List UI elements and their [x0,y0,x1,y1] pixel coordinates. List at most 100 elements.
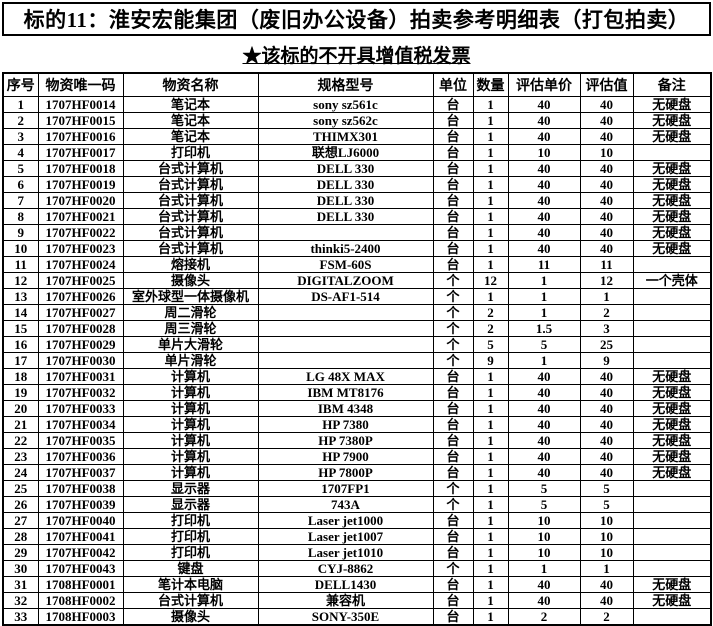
table-cell: DIGITALZOOM [257,272,434,289]
table-row: 19 1707HF0032 计算机 IBM MT8176 台 1 40 40 无硬盘 [2,384,712,401]
table-cell: 11 [579,256,634,273]
column-header: 评估单价 [507,72,581,97]
table-row: 4 1707HF0017 打印机 联想LJ6000 台 1 10 10 [2,144,712,161]
table-cell: 台 [432,448,474,465]
table-cell: 打印机 [122,544,259,561]
table-cell: 1707HF0022 [37,224,124,241]
table-row: 6 1707HF0019 台式计算机 DELL 330 台 1 40 40 无硬盘 [2,176,712,193]
table-cell: 1707HF0037 [37,464,124,481]
table-cell: DELL 330 [257,192,434,209]
table-cell: 40 [507,400,581,417]
table-cell: 台 [432,400,474,417]
table-cell: 台式计算机 [122,192,259,209]
table-cell: 5 [579,480,634,497]
table-cell: 3 [579,320,634,337]
table-cell: 1707HF0021 [37,208,124,225]
table-cell: 无硬盘 [632,112,712,129]
table-cell: 40 [507,224,581,241]
table-cell: 1 [472,448,509,465]
table-row: 7 1707HF0020 台式计算机 DELL 330 台 1 40 40 无硬盘 [2,192,712,209]
table-row: 28 1707HF0041 打印机 Laser jet1007 台 1 10 10 [2,528,712,545]
table-cell: 6 [2,176,39,193]
table-cell: 1707HF0039 [37,496,124,513]
title-box: 标的11：淮安宏能集团（废旧办公设备）拍卖参考明细表（打包拍卖） [2,2,711,36]
table-cell: 5 [579,496,634,513]
table-cell [632,144,712,161]
table-cell: 笔记本 [122,96,259,113]
table-cell: 15 [2,320,39,337]
table-row: 23 1707HF0036 计算机 HP 7900 台 1 40 40 无硬盘 [2,448,712,465]
table-cell: 10 [579,144,634,161]
table-cell: 22 [2,432,39,449]
table-cell: 5 [507,336,581,353]
table-cell: 台 [432,608,474,626]
table-cell: 台式计算机 [122,240,259,257]
table-cell: 无硬盘 [632,208,712,225]
table-cell: 1707HF0015 [37,112,124,129]
table-cell: 1707FP1 [257,480,434,497]
table-cell: 无硬盘 [632,448,712,465]
table-cell: 40 [507,112,581,129]
table-cell: 40 [507,240,581,257]
table-cell: 台 [432,176,474,193]
table-cell: 12 [472,272,509,289]
table-cell: 33 [2,608,39,626]
table-cell: 无硬盘 [632,400,712,417]
table-cell: 40 [579,432,634,449]
table-cell [257,336,434,353]
table-cell: 台 [432,368,474,385]
table-cell: 12 [579,272,634,289]
table-cell: 40 [507,208,581,225]
table-cell: 1 [472,496,509,513]
table-cell: 1 [472,464,509,481]
table-cell: 2 [579,304,634,321]
table-cell [632,560,712,577]
table-cell: 28 [2,528,39,545]
table-cell: THIMX301 [257,128,434,145]
table-cell: 10 [507,544,581,561]
table-cell: 无硬盘 [632,464,712,481]
table-row: 13 1707HF0026 室外球型一体摄像机 DS-AF1-514 个 1 1 1 [2,288,712,305]
column-header: 序号 [2,72,39,97]
table-cell [257,224,434,241]
table-cell: 单片大滑轮 [122,336,259,353]
column-header: 数量 [472,72,509,97]
table-cell: 个 [432,320,474,337]
table-cell: 台 [432,432,474,449]
table-row: 26 1707HF0039 显示器 743A 个 1 5 5 [2,496,712,513]
table-cell: 40 [579,464,634,481]
table-cell: 1707HF0028 [37,320,124,337]
table-cell: 27 [2,512,39,529]
table-cell: 40 [579,208,634,225]
table-cell: 20 [2,400,39,417]
table-cell: 1707HF0019 [37,176,124,193]
table-cell: 9 [579,352,634,369]
table-header-row: 序号 物资唯一码 物资名称 规格型号 单位 数量 评估单价 评估值 备注 [2,72,712,97]
table-cell: 40 [507,416,581,433]
table-cell: 40 [579,192,634,209]
table-cell: DELL 330 [257,176,434,193]
table-cell: 743A [257,496,434,513]
table-cell: 打印机 [122,528,259,545]
table-cell: 7 [2,192,39,209]
table-row: 3 1707HF0016 笔记本 THIMX301 台 1 40 40 无硬盘 [2,128,712,145]
table-cell: 1708HF0002 [37,592,124,609]
table-cell: 1707HF0014 [37,96,124,113]
table-cell: 30 [2,560,39,577]
table-cell: 摄像头 [122,272,259,289]
table-row: 16 1707HF0029 单片大滑轮个 5 5 25 [2,336,712,353]
table-cell: 40 [507,160,581,177]
table-cell: IBM MT8176 [257,384,434,401]
table-cell: 1707HF0035 [37,432,124,449]
table-cell: 18 [2,368,39,385]
table-row: 9 1707HF0022 台式计算机台 1 40 40 无硬盘 [2,224,712,241]
table-cell: 台式计算机 [122,224,259,241]
table-cell: HP 7380 [257,416,434,433]
table-cell: 40 [579,96,634,113]
table-row: 30 1707HF0043 键盘 CYJ-8862 个 1 1 1 [2,560,712,577]
table-cell: 10 [507,512,581,529]
table-cell: 1707HF0036 [37,448,124,465]
table-cell: 计算机 [122,384,259,401]
table-row: 17 1707HF0030 单片滑轮个 9 1 9 [2,352,712,369]
